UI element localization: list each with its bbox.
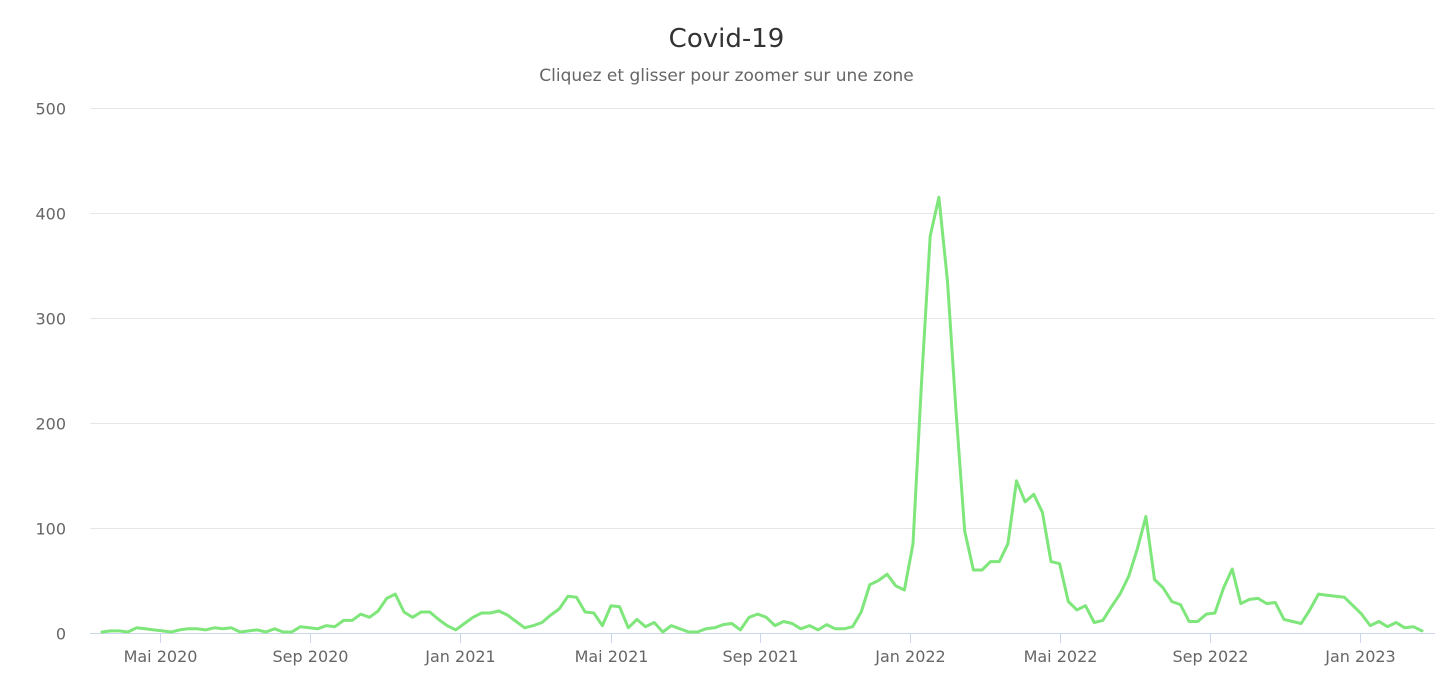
chart-title: Covid-19	[668, 24, 785, 54]
x-tick-label: Sep 2020	[273, 647, 349, 666]
x-tick-label: Mai 2020	[124, 647, 198, 666]
x-tick-label: Jan 2021	[424, 647, 495, 666]
y-tick-label: 100	[35, 520, 66, 539]
x-tick-label: Mai 2022	[1024, 647, 1098, 666]
x-tick-label: Jan 2023	[1324, 647, 1395, 666]
y-tick-label: 400	[35, 205, 66, 224]
x-tick-label: Jan 2022	[874, 647, 945, 666]
x-tick-label: Sep 2021	[723, 647, 799, 666]
series-line[interactable]	[100, 195, 1424, 634]
chart-subtitle: Cliquez et glisser pour zoomer sur une z…	[539, 66, 914, 86]
x-tick-label: Sep 2022	[1173, 647, 1249, 666]
x-tick-label: Mai 2021	[575, 647, 649, 666]
x-axis: Mai 2020 Sep 2020 Jan 2021 Mai 2021 Sep 2021…	[124, 633, 1396, 666]
y-tick-label: 500	[35, 100, 66, 119]
y-tick-label: 0	[56, 625, 66, 644]
y-tick-label: 300	[35, 310, 66, 329]
y-tick-label: 200	[35, 415, 66, 434]
y-axis: 0 100 200 300 400 500	[35, 100, 66, 644]
grid-lines	[90, 108, 1435, 634]
